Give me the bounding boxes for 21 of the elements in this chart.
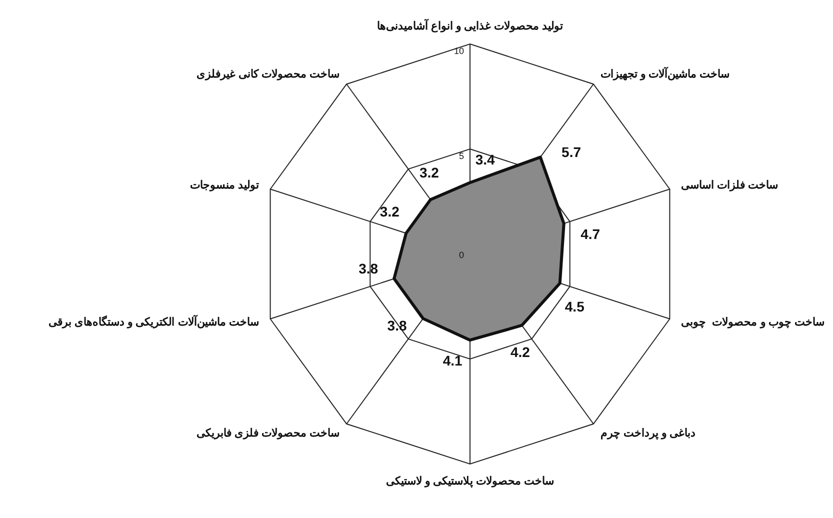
data-label: 4.1 — [442, 352, 463, 369]
spoke-label: ساخت ماشین‌آلات و تجهیزات — [600, 66, 730, 80]
spoke-label: ساخت ماشین‌آلات الکتریکی و دستگاه‌های برقی — [48, 314, 259, 329]
data-label: 4.2 — [510, 344, 530, 360]
spoke-label: ساخت فلزات اساسی — [681, 179, 778, 192]
data-label: 3.4 — [475, 152, 495, 168]
y-tick-label: 5 — [458, 150, 464, 161]
data-label: 4.7 — [580, 226, 600, 242]
data-label: 4.5 — [564, 298, 585, 315]
spoke-label: تولید محصولات غذایی و انواع آشامیدنی‌ها — [376, 18, 564, 33]
y-tick-label: 10 — [454, 46, 464, 56]
spoke-label: ساخت محصولات کانی غیرفلزی — [196, 68, 340, 80]
spoke-label: ساخت محصولات فلزی فابریکی — [196, 428, 340, 440]
data-label: 3.2 — [420, 164, 440, 180]
y-tick-label: 0 — [458, 250, 464, 260]
data-label: 3.2 — [380, 204, 400, 220]
spoke-label: تولید منسوجات — [190, 179, 259, 192]
spoke-label: ساخت محصولات پلاستیکی و لاستیکی — [386, 476, 554, 488]
data-label: 5.7 — [562, 144, 582, 160]
spoke-label: ساخت چوب و محصولات چوبی — [681, 316, 824, 329]
spoke-label: دباغی و پرداخت چرم — [600, 428, 696, 440]
